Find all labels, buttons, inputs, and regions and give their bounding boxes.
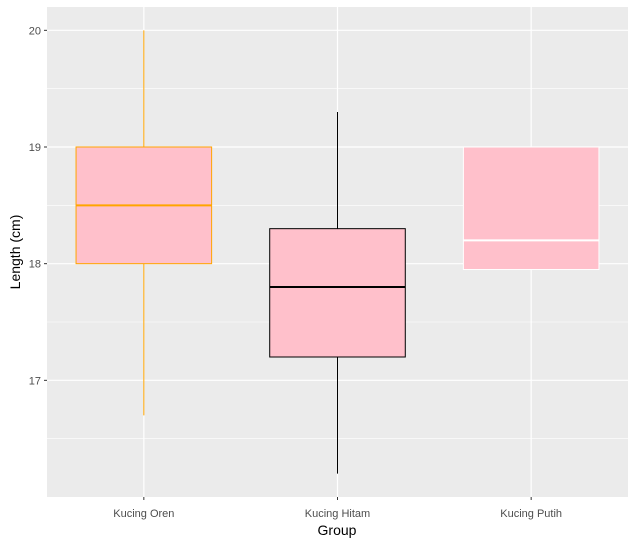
y-tick-label: 18 <box>29 259 41 271</box>
y-tick-label: 20 <box>29 25 41 37</box>
x-tick-label: Kucing Hitam <box>305 508 370 520</box>
y-tick-label: 17 <box>29 375 41 387</box>
y-axis-ticks: 17 18 19 20 <box>29 25 47 387</box>
box-kucing-putih <box>462 146 600 270</box>
box-kucing-hitam <box>269 112 406 474</box>
y-tick-label: 19 <box>29 142 41 154</box>
x-axis-ticks: Kucing Oren Kucing Hitam Kucing Putih <box>113 497 562 520</box>
boxes <box>75 30 600 474</box>
y-axis-title: Length (cm) <box>7 215 23 290</box>
x-axis-title: Group <box>318 522 357 538</box>
x-tick-label: Kucing Putih <box>500 508 562 520</box>
x-tick-label: Kucing Oren <box>113 508 174 520</box>
box-iqr <box>269 228 406 358</box>
box-iqr <box>462 146 600 270</box>
box-kucing-oren <box>75 30 213 416</box>
